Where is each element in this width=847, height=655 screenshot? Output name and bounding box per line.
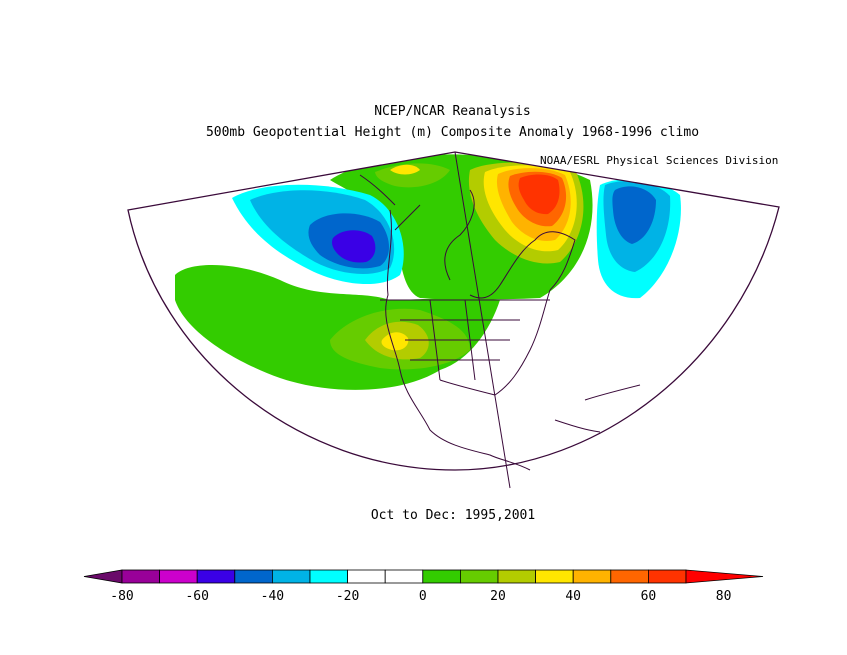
meridian-lines — [394, 151, 511, 489]
colorbar-cell — [648, 569, 687, 584]
colorbar-arrow-left — [83, 569, 123, 584]
colorbar-tick-label: -60 — [185, 589, 208, 604]
colorbar-cell — [610, 569, 649, 584]
pacific-negative-core — [332, 230, 376, 263]
canada-yellow — [390, 164, 420, 175]
colorbar-tick-label: 0 — [419, 589, 427, 604]
colorbar-tick-label: -40 — [261, 589, 284, 604]
colorbar-cell — [309, 569, 348, 584]
yellow-core — [381, 332, 409, 351]
colorbar-cell — [159, 569, 198, 584]
atlantic-negative-blue — [612, 186, 656, 244]
period-label: Oct to Dec: 1995,2001 — [370, 508, 536, 523]
colorbar-tick-label: 40 — [565, 589, 581, 604]
coastlines — [359, 174, 641, 471]
colorbar-tick-label: -20 — [336, 589, 359, 604]
colorbar-cell — [234, 569, 273, 584]
colorbar-cell — [497, 569, 536, 584]
map-title: NCEP/NCAR Reanalysis — [374, 104, 531, 119]
colorbar-cell — [422, 569, 461, 584]
colorbar-tick-label: -80 — [110, 589, 133, 604]
anomaly-fill — [175, 154, 681, 390]
colorbar-arrow-right — [685, 569, 764, 584]
credit-text: NOAA/ESRL Physical Sciences Division — [540, 154, 779, 167]
colorbar-cell — [271, 569, 311, 584]
colorbar-tick-label: 60 — [641, 589, 657, 604]
colorbar-cell — [459, 569, 499, 584]
map-boundary — [127, 151, 780, 471]
map-subtitle: 500mb Geopotential Height (m) Composite … — [205, 125, 700, 140]
colorbar-cell — [384, 569, 424, 584]
colorbar-cell — [347, 569, 386, 584]
colorbar-cell — [535, 569, 574, 584]
colorbar-tick-label: 80 — [716, 589, 732, 604]
colorbar-tick-label: 20 — [490, 589, 506, 604]
colorbar-cell — [121, 569, 160, 584]
colorbar-cell — [196, 569, 236, 584]
colorbar-cell — [572, 569, 612, 584]
greenland-red-orange — [518, 174, 560, 215]
